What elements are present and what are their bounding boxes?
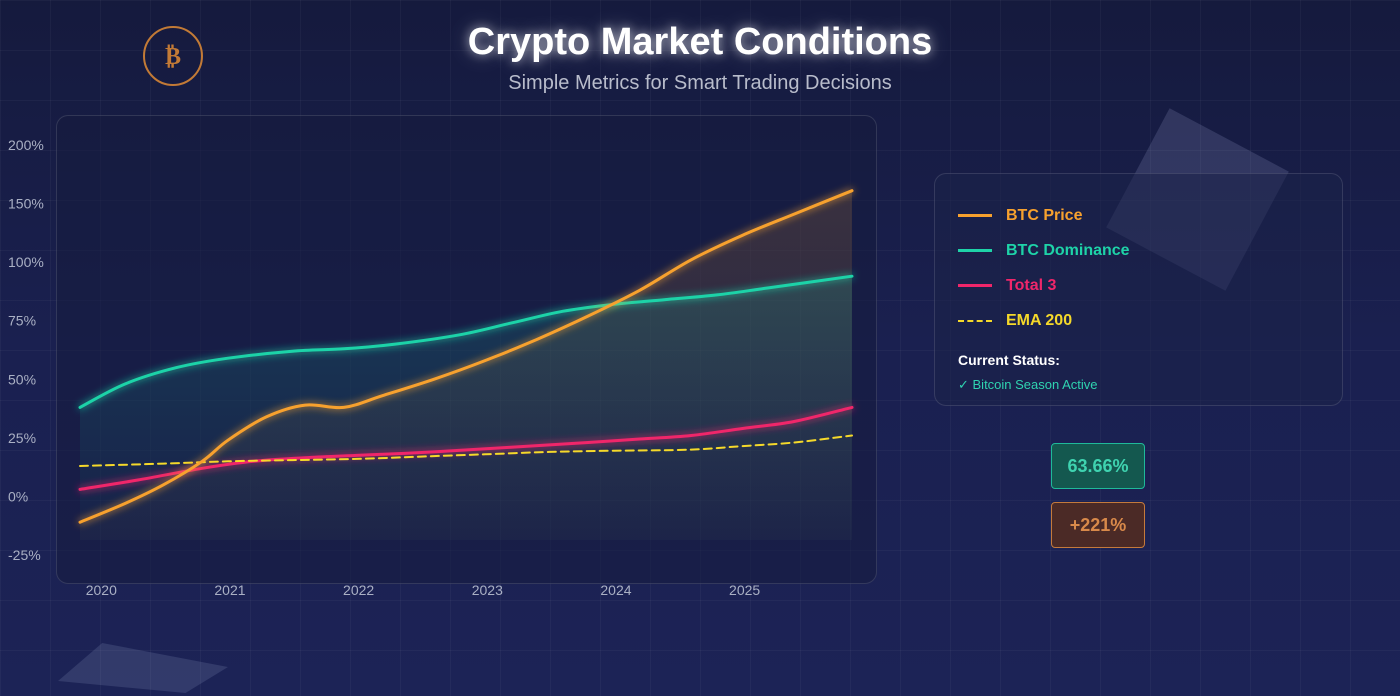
series-line-total-3 [78,405,854,491]
y-tick-label: 50% [8,371,36,387]
dominance-stat-badge: 63.66% [1051,443,1145,489]
legend-item: EMA 200 [958,303,1342,338]
page-subtitle: Simple Metrics for Smart Trading Decisio… [508,72,892,94]
x-tick-label: 2025 [729,582,760,598]
legend-label: BTC Price [1006,206,1083,224]
y-tick-label: 75% [8,313,36,329]
legend-swatch [958,214,992,217]
series-line-btc-price [78,189,854,524]
y-tick-label: -25% [8,547,41,563]
price-change-stat-badge: +221% [1051,502,1145,548]
legend-item: BTC Dominance [958,233,1342,268]
legend-list: BTC Price BTC Dominance Total 3 EMA 200 [958,198,1342,338]
legend-item: Total 3 [958,268,1342,303]
legend-label: BTC Dominance [1006,241,1130,259]
y-tick-label: 0% [8,488,28,504]
y-tick-label: 200% [8,137,44,153]
legend-swatch [958,249,992,252]
legend-swatch [958,284,992,287]
legend-label: Total 3 [1006,276,1057,294]
legend-item: BTC Price [958,198,1342,233]
status-title: Current Status: [958,352,1060,368]
line-chart: -25% 0% 25% 50% 75% 100% 150% 200% 2020 2021 2022 2… [8,137,854,598]
series-line-btc-dominance [78,274,854,409]
legend-panel: BTC Price BTC Dominance Total 3 EMA 200 Cur… [934,173,1343,406]
decorative-parallelogram [58,643,228,693]
series-area-btc-dominance [80,276,852,540]
x-tick-label: 2023 [472,582,503,598]
y-tick-label: 100% [8,254,44,270]
x-tick-label: 2021 [214,582,245,598]
status-text: ✓ Bitcoin Season Active [958,377,1098,392]
x-tick-label: 2022 [343,582,374,598]
x-tick-label: 2024 [600,582,631,598]
page-title: Crypto Market Conditions [467,21,933,63]
x-tick-label: 2020 [86,582,117,598]
y-tick-label: 25% [8,430,36,446]
bitcoin-logo-icon: ₿ [143,26,203,86]
y-tick-label: 150% [8,196,44,212]
legend-label: EMA 200 [1006,311,1073,329]
series-line-ema-200 [79,434,853,467]
legend-swatch [958,319,992,322]
